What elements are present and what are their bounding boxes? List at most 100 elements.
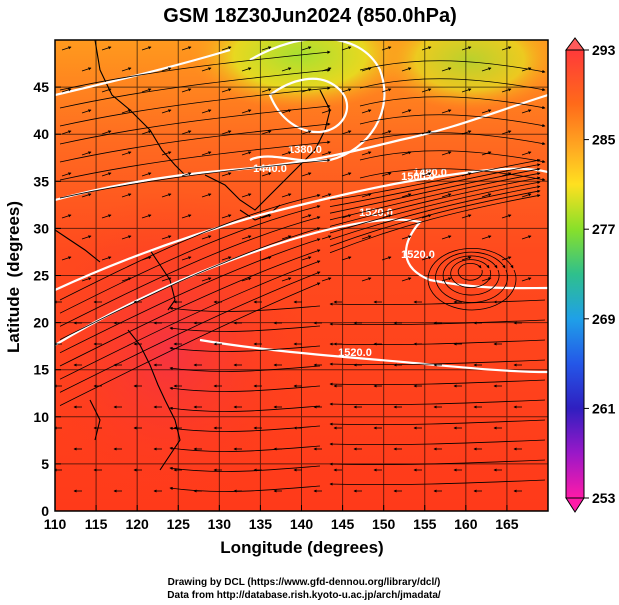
streamline [281,151,292,156]
streamline [161,151,172,156]
streamline [181,46,192,51]
wind-streamlines [55,46,546,493]
x-axis-label: Longitude (degrees) [220,538,383,557]
streamline [101,130,112,135]
streamline [329,299,546,306]
streamline [201,277,212,282]
streamline [329,167,541,214]
y-axis: 0 5 10 15 20 25 30 35 40 45 [33,79,61,519]
streamline [329,172,541,221]
y-tick-label: 45 [33,79,49,95]
streamline [59,205,321,314]
streamline [301,214,312,219]
streamline [181,130,192,135]
streamline [281,109,292,114]
contour-label: 1520.0 [401,249,435,261]
streamline [481,277,492,282]
x-tick-label: 155 [413,516,437,532]
streamline [121,193,132,198]
streamline [359,150,546,164]
y-tick-label: 40 [33,126,49,142]
streamline [401,235,412,240]
contour-label: 1440.0 [253,163,287,175]
streamline [121,235,132,240]
contour-label: 1520.0 [338,347,372,359]
streamline [301,130,312,135]
x-tick-label: 135 [249,516,273,532]
streamline [401,277,412,282]
streamline [521,193,532,198]
streamline [381,256,392,261]
streamline [181,214,192,219]
streamline [61,46,72,51]
streamline [341,172,352,177]
streamline [59,86,331,127]
streamline [341,130,352,135]
streamline [121,67,132,72]
streamline [169,345,321,352]
streamline [457,262,483,281]
x-tick-label: 130 [208,516,232,532]
streamline [141,130,152,135]
streamline [81,151,92,156]
streamline [201,109,212,114]
cool-region-northeast [380,40,548,110]
streamline [341,214,352,219]
streamline [461,214,472,219]
contour-label: 1380.0 [288,144,322,156]
contour-label: 1520.0 [359,207,393,219]
streamline [221,214,232,219]
streamline [501,214,512,219]
y-tick-label: 10 [33,409,49,425]
streamline [101,172,112,177]
streamline [521,235,532,240]
streamline [241,151,252,156]
streamline [141,172,152,177]
y-tick-label: 35 [33,173,49,189]
streamline [169,365,321,372]
x-tick-label: 120 [125,516,149,532]
streamline [161,193,172,198]
streamline [329,399,546,406]
streamline [341,256,352,261]
streamline [169,445,321,452]
streamline [421,88,432,93]
streamline [201,193,212,198]
streamline [441,193,452,198]
streamline [427,247,517,311]
colorbar-tick-label: 269 [592,311,616,327]
streamline [361,109,372,114]
x-tick-label: 140 [290,516,314,532]
streamline [329,176,541,227]
colorbar: 293 285 277 269 261 253 [565,37,616,513]
streamline [501,130,512,135]
streamline [59,194,321,301]
map-panel: 1380.01440.01500.01480.01520.01520.01520… [55,40,548,511]
x-tick-label: 145 [331,516,355,532]
colorbar-tick-label: 253 [592,490,616,506]
streamline [359,168,546,182]
streamline [441,277,452,282]
streamline [261,130,272,135]
streamline [59,158,331,199]
streamline [161,235,172,240]
streamline [329,479,546,486]
streamline [281,67,292,72]
streamline [81,109,92,114]
streamline [341,46,352,51]
x-tick-label: 110 [44,516,67,532]
streamline [161,67,172,72]
streamline [301,172,312,177]
streamline [321,277,332,282]
streamline [329,419,546,426]
x-tick-label: 160 [454,516,478,532]
streamline [421,46,432,51]
streamline [361,235,372,240]
streamline [59,140,331,181]
streamline [521,109,532,114]
y-tick-label: 5 [41,456,49,472]
streamline [341,88,352,93]
coastlines [55,40,331,471]
streamline [101,214,112,219]
contour-label: 1500.0 [401,171,435,183]
